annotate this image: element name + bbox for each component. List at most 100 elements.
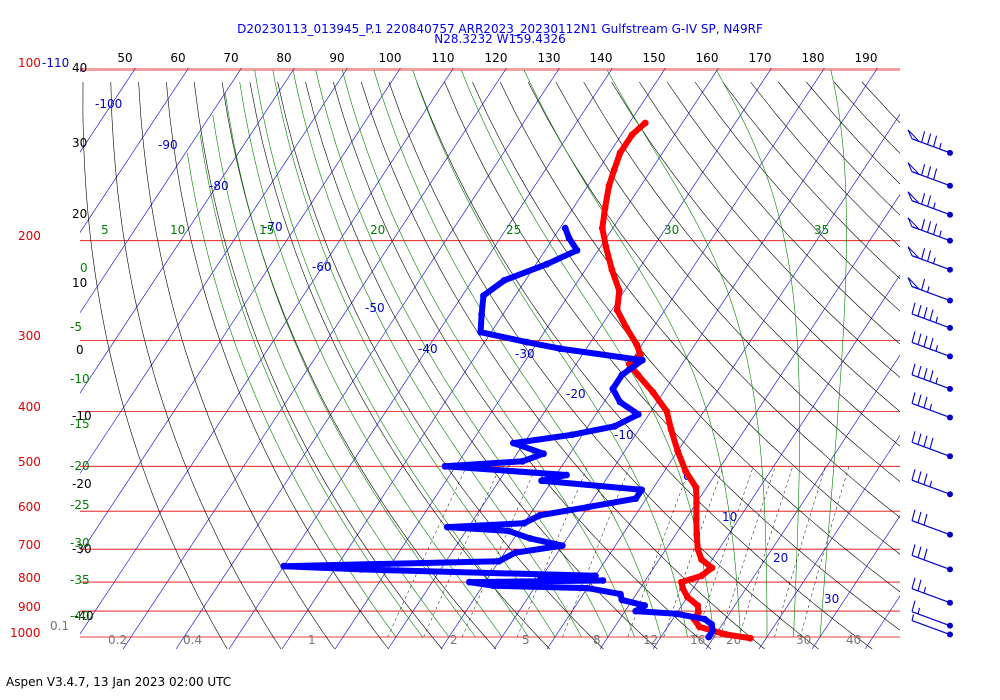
dry-adiabat-line xyxy=(722,81,900,280)
wind-barb-feather xyxy=(921,193,926,205)
dewpoint-point xyxy=(558,542,566,549)
wind-barb-half-feather xyxy=(923,586,927,594)
dewpoint-point xyxy=(592,572,599,580)
pressure-tick-label: 400 xyxy=(18,400,41,414)
mixing-ratio-label: 0.1 xyxy=(50,619,69,633)
isotherm-label: -60 xyxy=(312,260,332,274)
dewpoint-point xyxy=(561,224,569,232)
mixing-ratio-line xyxy=(387,466,467,638)
height-tick-label: 40 xyxy=(72,61,87,75)
temperature-point xyxy=(605,182,613,190)
dewpoint-point xyxy=(709,627,717,635)
pressure-tick-label: 700 xyxy=(18,538,41,552)
dewpoint-point xyxy=(573,246,581,254)
isotherm-label: 30 xyxy=(824,592,839,606)
wind-barb-half-feather xyxy=(933,257,936,264)
isotherm-line xyxy=(80,68,454,635)
dry-adiabat-line xyxy=(444,81,900,631)
top-axis-tick-label: 60 xyxy=(170,51,185,65)
dry-adiabat-line xyxy=(527,81,900,518)
wind-barb-feather xyxy=(929,437,934,450)
wind-barb-pennant xyxy=(907,162,920,175)
mixing-ratio-label: 5 xyxy=(522,633,530,647)
dewpoint-point xyxy=(495,557,503,565)
wind-barb-pennant xyxy=(907,246,920,259)
moist-adiabat-line xyxy=(225,93,476,638)
wind-barb-half-feather xyxy=(939,142,942,150)
moist-adiabat-line xyxy=(199,134,423,638)
isotherm-label: -80 xyxy=(209,179,229,193)
temperature-point xyxy=(601,204,609,212)
mixing-ratio-label: 16 xyxy=(690,633,705,647)
moist-adiabat-line xyxy=(716,69,800,638)
wind-barb-staff xyxy=(911,441,951,457)
wind-barb-pennant xyxy=(907,277,920,290)
dewpoint-point xyxy=(634,411,642,418)
dewpoint-point xyxy=(618,596,626,604)
wind-barb-pennant xyxy=(907,191,920,204)
dry-adiabat-line xyxy=(82,81,228,650)
temperature-point xyxy=(602,243,610,251)
dewpoint-point xyxy=(583,584,591,592)
mixing-ratio-line xyxy=(461,466,537,638)
dewpoint-point xyxy=(536,511,544,519)
temperature-point xyxy=(746,634,754,642)
isotherm-label: -30 xyxy=(515,347,535,361)
dewpoint-point xyxy=(672,610,680,618)
pressure-tick-label: 500 xyxy=(18,455,41,469)
temperature-point xyxy=(633,341,641,348)
isotherm-label: -50 xyxy=(365,301,385,315)
moist-adiabat-line xyxy=(272,69,556,638)
dewpoint-point xyxy=(584,503,592,511)
wind-barb xyxy=(911,600,953,629)
wind-barb-half-feather xyxy=(927,286,930,293)
theta-e-label: -30 xyxy=(70,536,90,550)
wind-barb-feather xyxy=(927,221,932,233)
wind-barb xyxy=(911,577,953,606)
theta-e-label: -20 xyxy=(70,459,90,473)
top-axis-tick-label: 110 xyxy=(432,51,455,65)
wind-barb-staff xyxy=(911,554,951,570)
pressure-tick-label: -110 xyxy=(42,56,69,70)
wind-barbs xyxy=(907,129,953,638)
dewpoint-point xyxy=(480,292,487,299)
isotherm-line xyxy=(228,68,613,650)
wind-barb-pennant xyxy=(907,129,920,142)
wind-barb-feather xyxy=(911,431,916,443)
top-axis-tick-label: 70 xyxy=(223,51,238,65)
wind-barb-half-feather xyxy=(933,202,936,209)
wind-barb-half-feather xyxy=(935,377,939,384)
dewpoint-point xyxy=(543,260,551,268)
top-axis-tick-label: 140 xyxy=(590,51,613,65)
dewpoint-point xyxy=(638,356,646,364)
top-axis-tick-label: 50 xyxy=(117,51,132,65)
height-tick-label: -20 xyxy=(72,477,92,491)
wind-barb-feather xyxy=(923,335,928,347)
wind-barb-staff xyxy=(911,619,951,636)
isotherm-line xyxy=(80,68,242,314)
wind-barb xyxy=(907,217,953,244)
moist-adiabat-line xyxy=(212,114,450,638)
wind-barb-half-feather xyxy=(929,480,933,487)
dewpoint-point xyxy=(477,328,484,336)
isotherm-line xyxy=(705,354,900,650)
isotherm-line xyxy=(80,68,348,474)
theta-e-label: 0 xyxy=(80,261,88,275)
temperature-profile-line xyxy=(599,120,754,642)
mixing-ratio-label: 0.2 xyxy=(108,633,127,647)
dewpoint-point xyxy=(609,385,617,393)
isotherm-line xyxy=(599,194,900,650)
temperature-point xyxy=(623,324,630,332)
isotherm-label: -70 xyxy=(263,220,283,234)
moist-adiabat-label: 20 xyxy=(370,223,385,237)
mixing-ratio-label: 30 xyxy=(796,633,811,647)
dewpoint-point xyxy=(638,486,645,494)
dewpoint-point xyxy=(441,462,449,470)
wind-barb xyxy=(911,614,953,638)
dewpoint-point xyxy=(616,398,624,406)
wind-barb-feather xyxy=(923,513,928,526)
mixing-ratio-line xyxy=(800,466,850,638)
temperature-point xyxy=(667,425,675,433)
dry-adiabat-line xyxy=(666,81,900,345)
